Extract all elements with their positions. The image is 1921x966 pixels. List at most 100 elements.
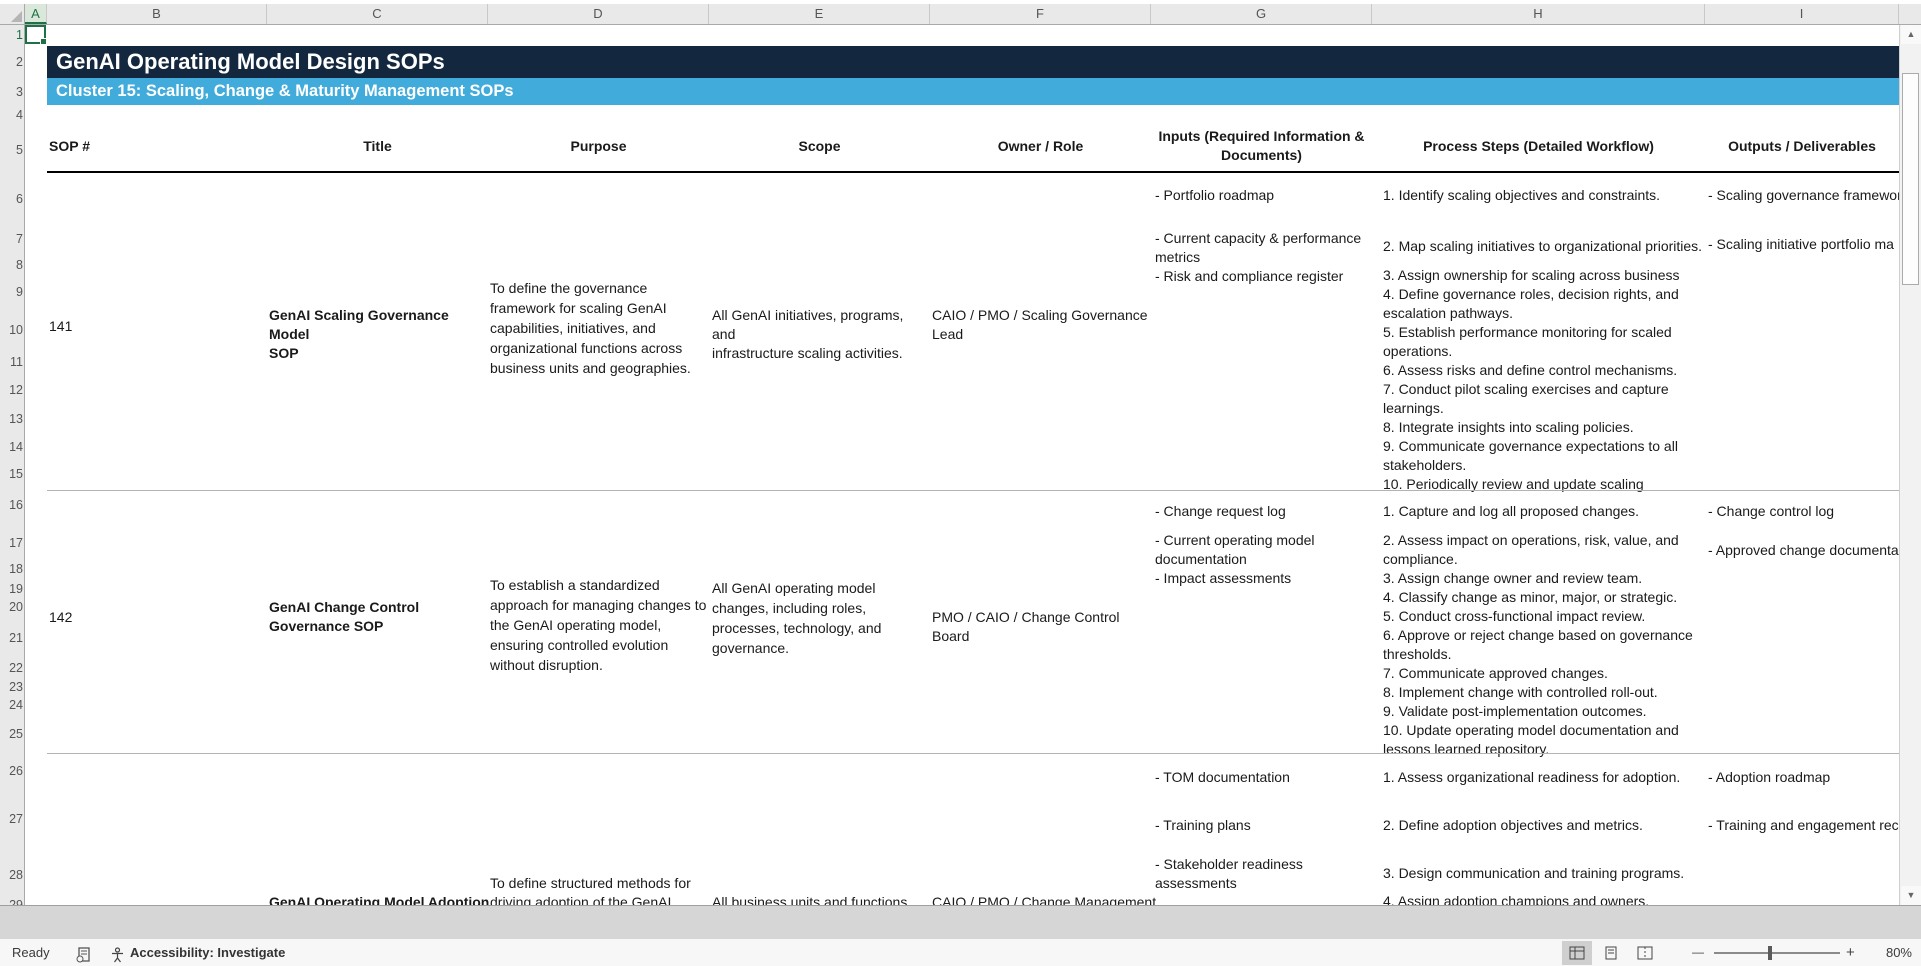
- column-header-b[interactable]: B: [47, 4, 267, 24]
- cell-input-item[interactable]: - Current capacity & performance metrics: [1155, 230, 1362, 265]
- col-header-outputs[interactable]: Outputs / Deliverables: [1728, 138, 1876, 154]
- zoom-out-button[interactable]: —: [1692, 945, 1704, 959]
- zoom-slider-thumb[interactable]: [1768, 946, 1772, 960]
- row-header[interactable]: 12: [9, 383, 23, 397]
- column-header-f[interactable]: F: [930, 4, 1151, 24]
- cell-scope[interactable]: All GenAI initiatives, programs, and inf…: [712, 307, 904, 361]
- row-header[interactable]: 17: [9, 536, 23, 550]
- sheet-subtitle-cell[interactable]: Cluster 15: Scaling, Change & Maturity M…: [47, 78, 1899, 105]
- cell-process-step[interactable]: 2. Define adoption objectives and metric…: [1383, 817, 1643, 833]
- row-header[interactable]: 18: [9, 562, 23, 576]
- row-header[interactable]: 11: [10, 355, 23, 369]
- cell-purpose[interactable]: To establish a standardized approach for…: [490, 577, 707, 673]
- col-header-purpose[interactable]: Purpose: [570, 138, 627, 154]
- cell-input-item[interactable]: - Current operating model documentation: [1155, 532, 1315, 567]
- cell-sop-number[interactable]: 141: [49, 318, 73, 334]
- cell-title[interactable]: GenAI Scaling Governance Model SOP: [269, 307, 449, 361]
- cell-scope[interactable]: All business units and functions: [712, 894, 908, 905]
- accessibility-status[interactable]: Accessibility: Investigate: [130, 945, 286, 960]
- row-header[interactable]: 25: [9, 727, 23, 741]
- row-header[interactable]: 23: [9, 680, 23, 694]
- row-header[interactable]: 26: [9, 764, 23, 778]
- cell-output-item[interactable]: - Training and engagement reco: [1708, 817, 1899, 833]
- row-header[interactable]: 2: [16, 55, 23, 69]
- col-header-owner[interactable]: Owner / Role: [997, 138, 1084, 154]
- col-header-sop[interactable]: SOP #: [49, 138, 90, 154]
- cell-owner[interactable]: CAIO / PMO / Change Management: [932, 894, 1157, 905]
- vertical-scrollbar[interactable]: ▲ ▼: [1899, 25, 1921, 905]
- col-header-scope[interactable]: Scope: [798, 138, 841, 154]
- zoom-slider[interactable]: [1714, 952, 1840, 954]
- row-header[interactable]: 4: [16, 108, 23, 122]
- cell-owner[interactable]: CAIO / PMO / Scaling Governance Lead: [932, 307, 1148, 342]
- cell-process-steps[interactable]: 2. Assess impact on operations, risk, va…: [1383, 532, 1693, 757]
- row-header[interactable]: 15: [9, 467, 23, 481]
- fill-handle[interactable]: [40, 38, 47, 45]
- cell-input-item[interactable]: - Change request log: [1155, 503, 1286, 519]
- cell-input-item[interactable]: - Stakeholder readiness assessments: [1155, 856, 1303, 891]
- cell-input-item[interactable]: - TOM documentation: [1155, 769, 1290, 785]
- cell-process-step[interactable]: 3. Design communication and training pro…: [1383, 865, 1685, 881]
- row-header[interactable]: 16: [9, 498, 23, 512]
- row-header[interactable]: 22: [9, 661, 23, 675]
- vertical-scrollbar-thumb[interactable]: [1902, 73, 1919, 285]
- row-header[interactable]: 20: [9, 600, 23, 614]
- scroll-up-button[interactable]: ▲: [1901, 25, 1921, 44]
- sheet-title-cell[interactable]: GenAI Operating Model Design SOPs: [47, 46, 1899, 78]
- row-header[interactable]: 10: [9, 323, 23, 337]
- row-header[interactable]: 21: [9, 631, 23, 645]
- column-header-i[interactable]: I: [1705, 4, 1899, 24]
- scroll-down-button[interactable]: ▼: [1901, 886, 1921, 905]
- cell-output-item[interactable]: - Scaling governance framewor: [1708, 187, 1899, 203]
- cell-process-step[interactable]: 4. Assign adoption champions and owners.: [1383, 893, 1650, 905]
- col-header-inputs[interactable]: Inputs (Required Information & Documents…: [1158, 128, 1365, 163]
- cell-sop-number[interactable]: 142: [49, 609, 73, 625]
- column-header-a[interactable]: A: [25, 4, 47, 24]
- cell-process-step[interactable]: 1. Capture and log all proposed changes.: [1383, 503, 1640, 519]
- cell-output-item[interactable]: - Change control log: [1708, 503, 1835, 519]
- col-header-title[interactable]: Title: [363, 138, 392, 154]
- cell-input-item[interactable]: - Training plans: [1155, 817, 1251, 833]
- row-header[interactable]: 24: [9, 698, 23, 712]
- cell-process-step[interactable]: 1. Assess organizational readiness for a…: [1383, 769, 1681, 785]
- view-page-layout-button[interactable]: [1596, 941, 1626, 965]
- macro-record-icon[interactable]: [76, 945, 91, 963]
- row-header[interactable]: 14: [9, 440, 23, 454]
- cell-input-item[interactable]: - Portfolio roadmap: [1155, 187, 1275, 203]
- cell-scope[interactable]: All GenAI operating model changes, inclu…: [712, 580, 882, 656]
- row-header[interactable]: 13: [9, 412, 23, 426]
- cell-output-item[interactable]: - Approved change documentat: [1708, 542, 1899, 558]
- cell-process-steps[interactable]: 3. Assign ownership for scaling across b…: [1383, 267, 1680, 492]
- row-header[interactable]: 7: [16, 232, 23, 246]
- zoom-in-button[interactable]: +: [1846, 944, 1855, 961]
- column-header-e[interactable]: E: [709, 4, 930, 24]
- cell-purpose[interactable]: To define structured methods for driving…: [490, 875, 691, 905]
- column-header-c[interactable]: C: [267, 4, 488, 24]
- column-header-h[interactable]: H: [1372, 4, 1705, 24]
- selected-cell-a1[interactable]: [25, 25, 47, 45]
- row-header[interactable]: 9: [16, 285, 23, 299]
- row-header[interactable]: 5: [16, 143, 23, 157]
- select-all-button[interactable]: [0, 4, 25, 25]
- row-header[interactable]: 8: [16, 258, 23, 272]
- row-header[interactable]: 3: [16, 85, 23, 99]
- row-header[interactable]: 1: [16, 28, 23, 42]
- view-normal-button[interactable]: [1562, 941, 1592, 965]
- cell-output-item[interactable]: - Scaling initiative portfolio ma: [1708, 236, 1894, 252]
- cell-owner[interactable]: PMO / CAIO / Change Control Board: [932, 609, 1120, 644]
- column-header-g[interactable]: G: [1151, 4, 1372, 24]
- view-page-break-button[interactable]: [1630, 941, 1660, 965]
- col-header-process-steps[interactable]: Process Steps (Detailed Workflow): [1423, 138, 1654, 154]
- cell-process-step[interactable]: 1. Identify scaling objectives and const…: [1383, 187, 1661, 203]
- cell-process-step[interactable]: 2. Map scaling initiatives to organizati…: [1383, 238, 1703, 254]
- zoom-percentage[interactable]: 80%: [1885, 945, 1912, 960]
- cell-title[interactable]: GenAI Operating Model Adoption: [269, 894, 490, 905]
- cell-input-item[interactable]: - Risk and compliance register: [1155, 268, 1344, 284]
- row-header[interactable]: 27: [9, 812, 23, 826]
- cell-input-item[interactable]: - Impact assessments: [1155, 570, 1292, 586]
- row-header[interactable]: 28: [9, 868, 23, 882]
- cell-purpose[interactable]: To define the governance framework for s…: [490, 280, 691, 376]
- cell-output-item[interactable]: - Adoption roadmap: [1708, 769, 1831, 785]
- cell-title[interactable]: GenAI Change Control Governance SOP: [269, 599, 420, 634]
- row-header[interactable]: 6: [16, 192, 23, 206]
